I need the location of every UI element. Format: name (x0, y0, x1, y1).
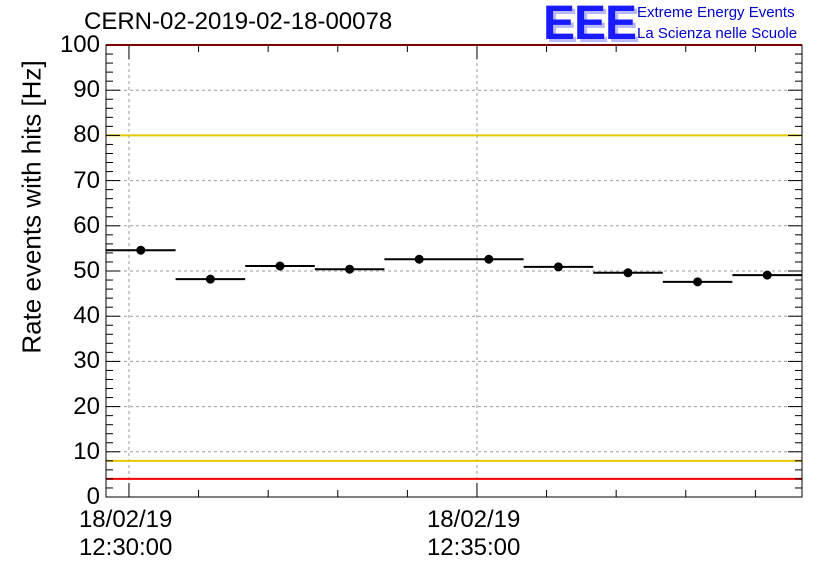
data-point (623, 268, 633, 278)
y-tick-label: 50 (73, 257, 100, 284)
x-tick-label: 18/02/19 12:35:00 (427, 506, 520, 562)
y-tick-label: 10 (73, 437, 100, 465)
data-point (345, 264, 355, 274)
x-tick-date: 18/02/19 (426, 506, 521, 533)
y-tick-label: 80 (73, 121, 100, 149)
x-tick-time: 12:30:00 (78, 534, 173, 561)
x-tick-time: 12:35:00 (426, 534, 521, 561)
eee-logo: EEE (543, 0, 637, 50)
data-point (414, 254, 424, 264)
brand-line-1: Extreme Energy Events (637, 4, 795, 21)
data-point (693, 277, 703, 287)
data-point (136, 245, 146, 255)
y-tick-label: 60 (73, 211, 100, 239)
data-point (205, 274, 215, 284)
data-point (275, 261, 285, 271)
y-tick-label: 100 (59, 31, 100, 58)
y-tick-label: 30 (73, 347, 100, 375)
y-tick-label: 0 (86, 483, 100, 510)
x-tick-date: 18/02/19 (78, 506, 173, 533)
brand-line-2: La Scienza nelle Scuole (637, 25, 798, 42)
y-tick-label: 40 (73, 302, 100, 330)
x-tick-label: 18/02/19 12:30:00 (79, 506, 172, 562)
y-tick-label: 90 (73, 76, 100, 104)
y-tick-label: 20 (73, 392, 100, 420)
data-point (553, 262, 563, 272)
data-point (484, 254, 494, 264)
chart-title: CERN-02-2019-02-18-00078 (84, 8, 393, 35)
y-tick-label: 70 (73, 166, 100, 194)
logo-shadow: EEE (546, 0, 640, 53)
data-point (762, 270, 772, 280)
